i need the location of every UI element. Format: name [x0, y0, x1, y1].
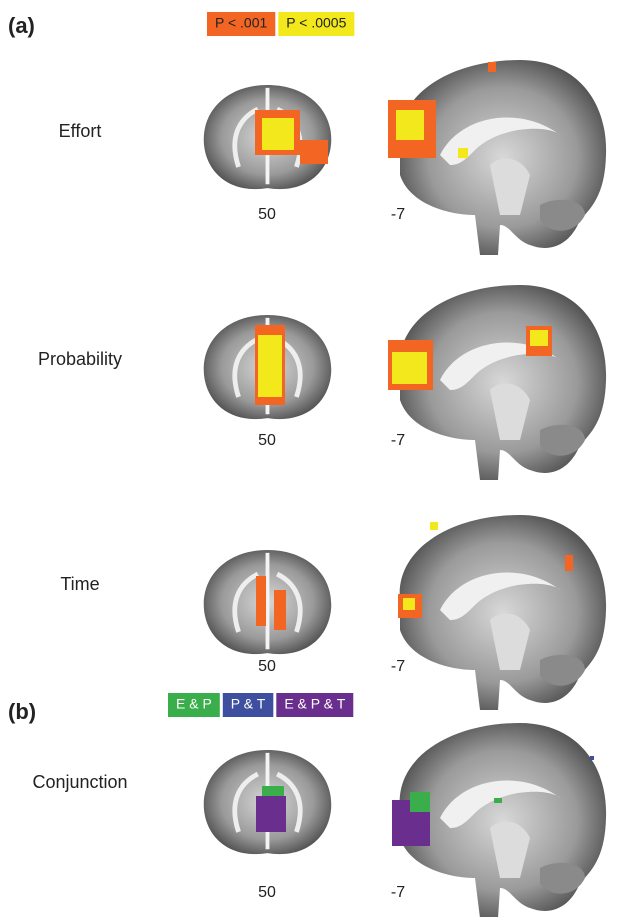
slice-number: 50: [258, 884, 276, 901]
legend-box: [276, 693, 354, 717]
activation: [590, 756, 594, 760]
activation: [262, 118, 294, 150]
legend-text: E & P & T: [284, 696, 345, 712]
activation: [403, 598, 415, 610]
activation: [258, 335, 282, 397]
activation: [565, 555, 573, 571]
activation: [530, 330, 548, 346]
activation: [430, 522, 438, 530]
row-label: Conjunction: [32, 772, 127, 792]
activation: [396, 110, 424, 140]
slice-number: 50: [258, 658, 276, 675]
activation: [410, 792, 430, 812]
slice-number: -7: [391, 432, 405, 449]
coronal-slice: [204, 550, 331, 654]
slice-number: -7: [391, 206, 405, 223]
row-label: Effort: [59, 121, 102, 141]
panel-label: (b): [8, 699, 36, 724]
activation: [392, 352, 427, 384]
legend-box: [278, 12, 355, 36]
slice-number: -7: [391, 884, 405, 901]
row-label: Probability: [38, 349, 122, 369]
legend-text: P < .0005: [286, 15, 346, 31]
activation: [274, 590, 286, 630]
panel-label: (a): [8, 13, 35, 38]
legend-box: [168, 693, 220, 717]
activation: [262, 786, 284, 796]
slice-number: 50: [258, 206, 276, 223]
legend-box: [207, 12, 276, 36]
activation: [256, 576, 266, 626]
legend-text: P & T: [231, 696, 266, 712]
sagittal-slice: [399, 515, 607, 710]
sagittal-slice: [399, 723, 607, 917]
slice-number: -7: [391, 658, 405, 675]
activation: [256, 796, 286, 832]
activation: [458, 148, 468, 158]
activation: [494, 798, 502, 803]
legend-text: E & P: [176, 696, 212, 712]
legend-text: P < .001: [215, 15, 268, 31]
legend-box: [222, 693, 274, 717]
row-label: Time: [60, 574, 99, 594]
slice-number: 50: [258, 432, 276, 449]
activation: [300, 140, 328, 164]
activation: [488, 62, 496, 72]
